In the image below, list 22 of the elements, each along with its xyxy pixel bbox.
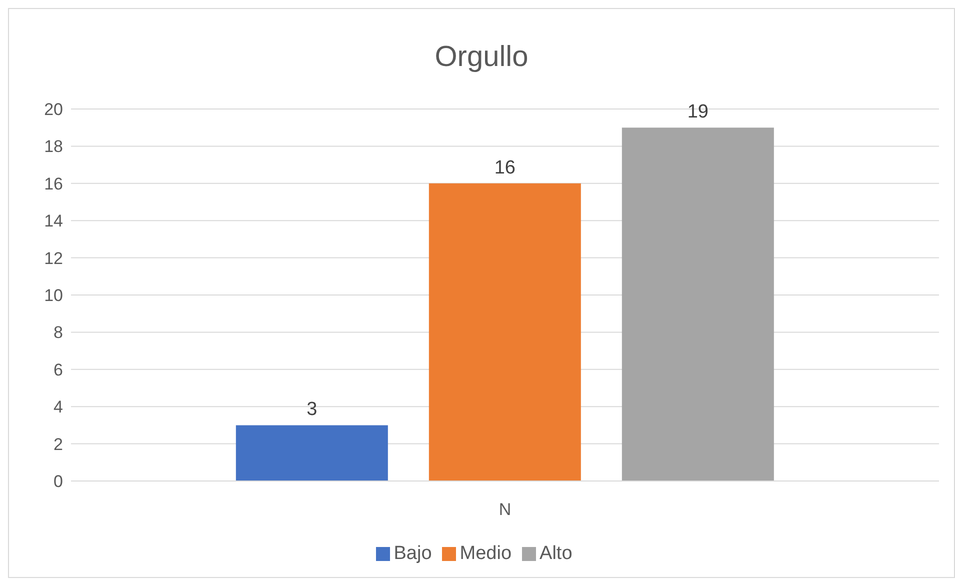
x-tick-label: N <box>498 500 512 520</box>
legend-label: Alto <box>540 543 572 564</box>
y-tick-label: 2 <box>54 434 63 454</box>
chart-title: Orgullo <box>434 41 530 74</box>
legend-label: Bajo <box>394 543 432 564</box>
data-label: 3 <box>306 399 318 420</box>
bar <box>622 128 774 481</box>
bar <box>428 183 581 481</box>
bar <box>236 425 388 481</box>
y-tick-label: 10 <box>44 286 63 306</box>
y-tick-label: 12 <box>44 248 63 268</box>
y-tick-label: 20 <box>44 100 63 120</box>
y-tick-label: 0 <box>54 472 63 492</box>
y-tick-label: 14 <box>44 212 63 231</box>
y-tick-label: 6 <box>54 360 63 380</box>
y-tick-label: 18 <box>44 137 63 156</box>
y-tick-label: 4 <box>54 398 63 417</box>
y-tick-label: 8 <box>54 323 63 342</box>
y-tick-label: 16 <box>44 174 63 194</box>
data-label: 16 <box>494 157 516 178</box>
data-label: 19 <box>687 102 708 123</box>
legend-label: Medio <box>460 543 512 564</box>
